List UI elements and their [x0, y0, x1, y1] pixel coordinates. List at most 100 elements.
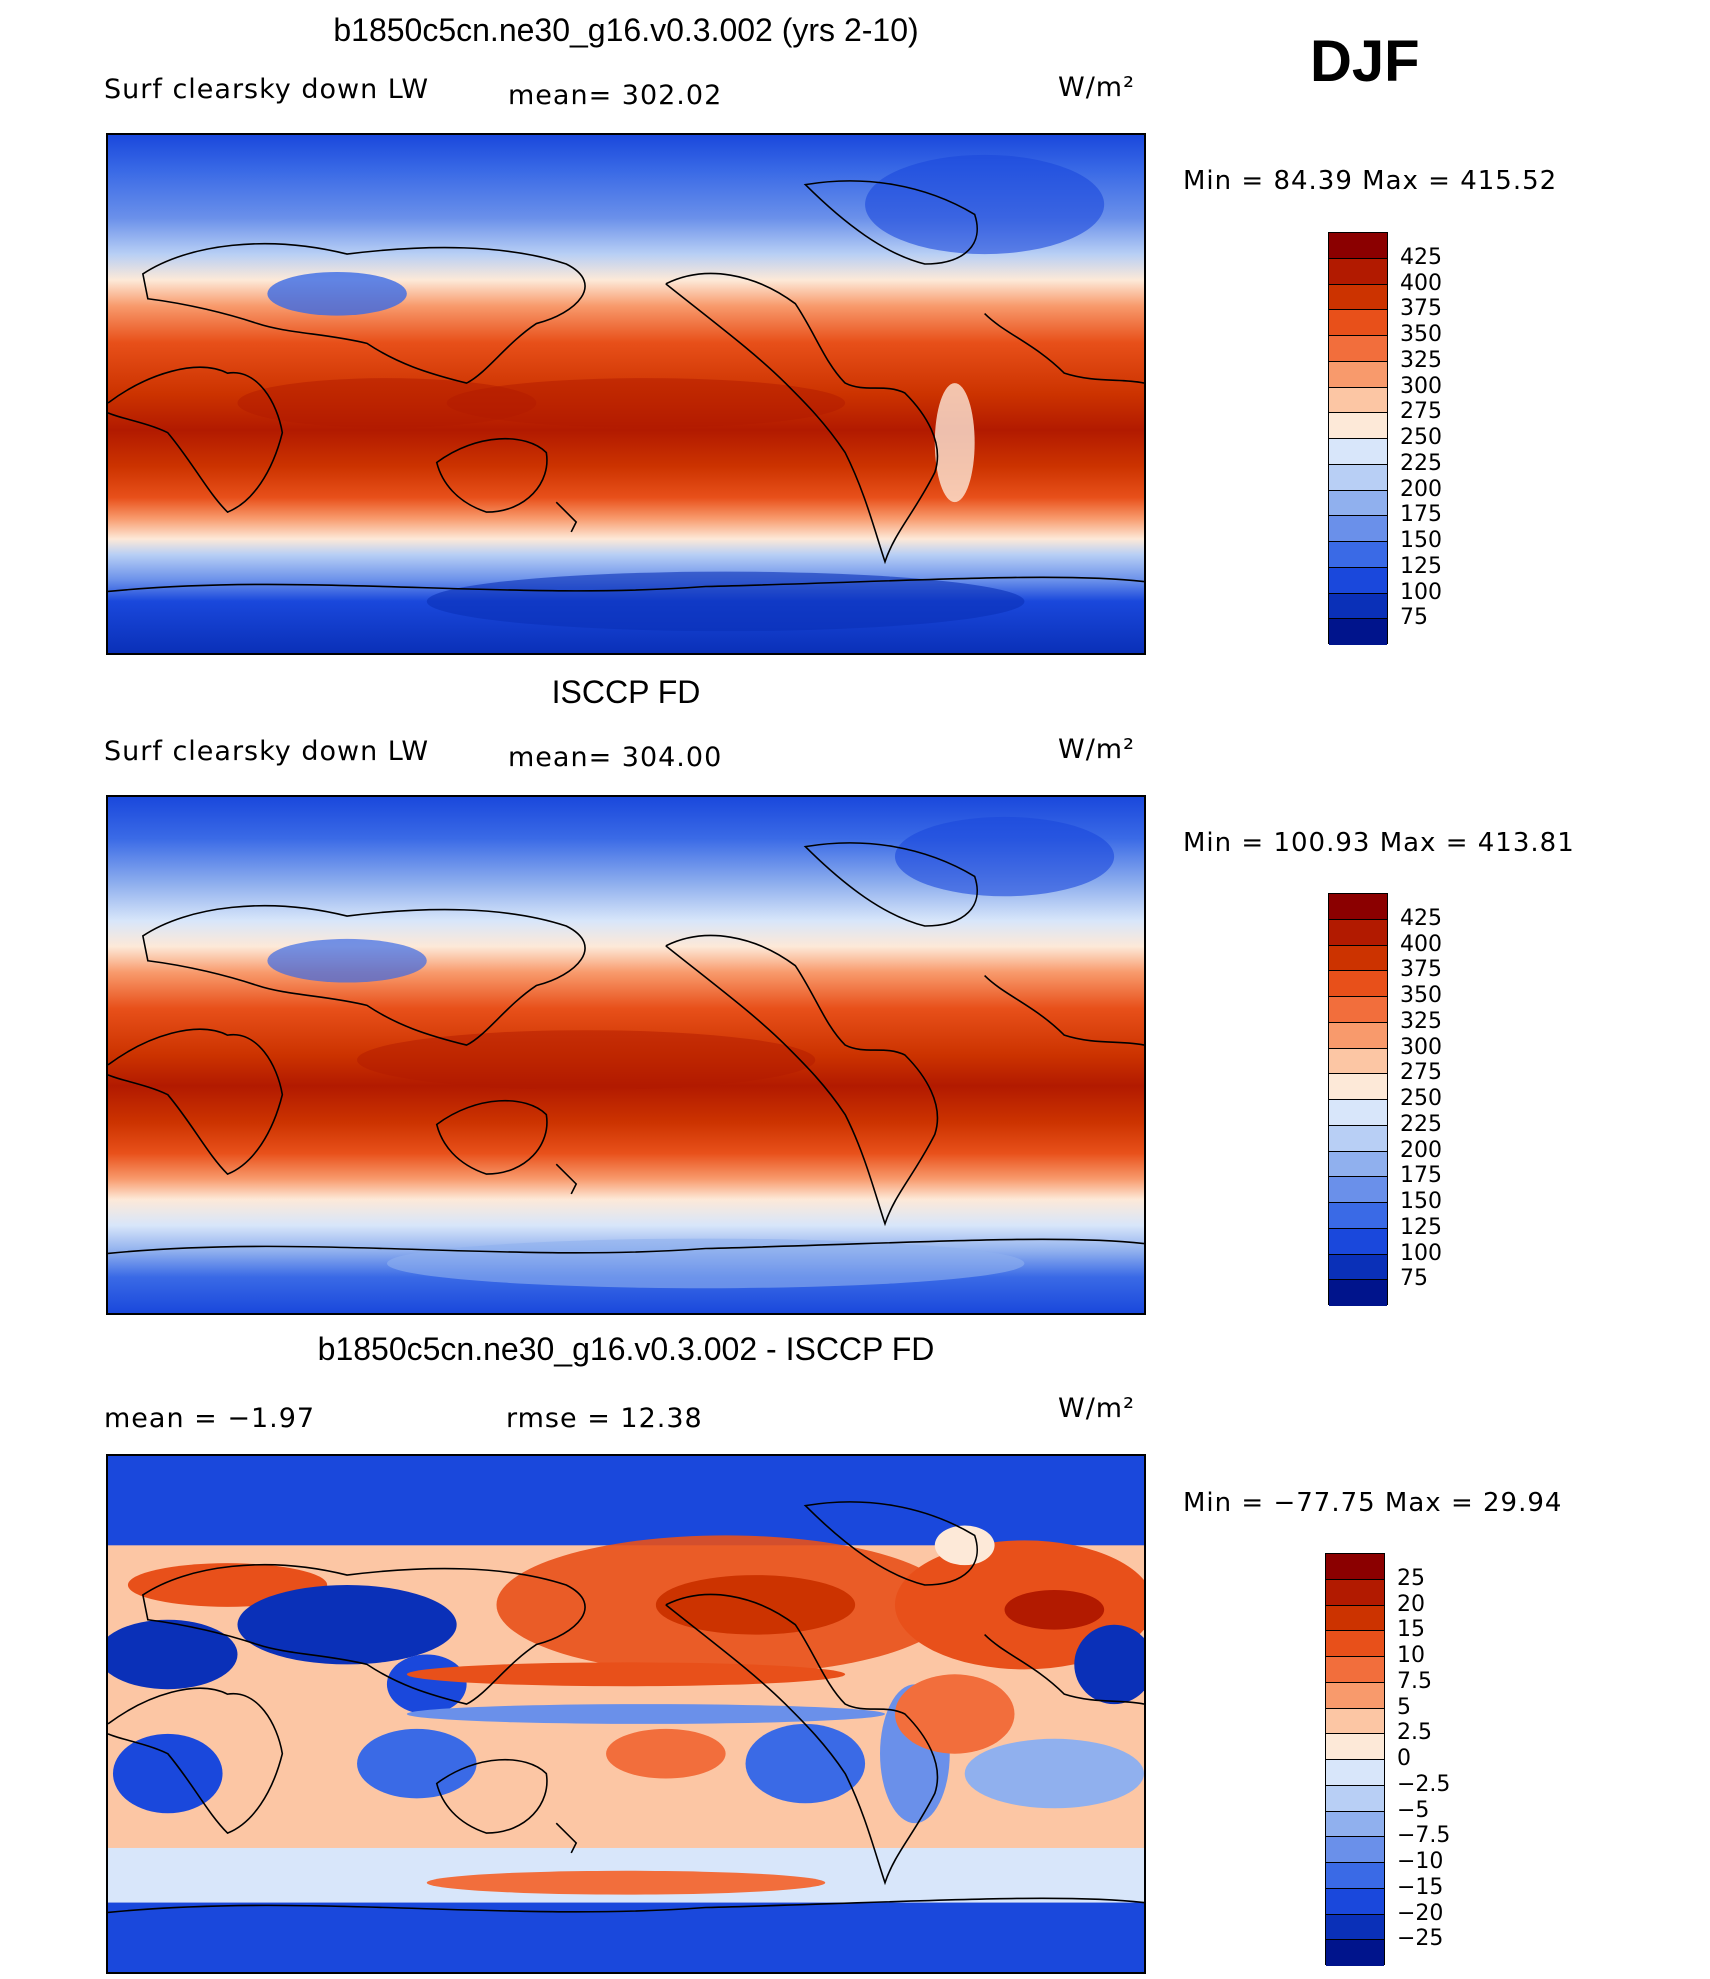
- colorbar-tick-label: 275: [1400, 399, 1442, 425]
- panel-1-min-max: Min = 84.39 Max = 415.52: [1183, 166, 1558, 196]
- colorbar-segment: [1326, 1863, 1384, 1889]
- colorbar-segment: [1326, 1914, 1384, 1941]
- colorbar-segment: [1326, 1785, 1384, 1812]
- colorbar-tick-label: 250: [1400, 1086, 1442, 1111]
- colorbar-tick-label: 250: [1400, 425, 1442, 450]
- colorbar-segment: [1329, 1022, 1387, 1049]
- colorbar-tick-label: 15: [1397, 1617, 1425, 1643]
- colorbar-segment: [1326, 1888, 1384, 1915]
- colorbar-segment: [1329, 516, 1387, 542]
- panel-1-variable-label: Surf clearsky down LW: [104, 74, 430, 105]
- colorbar-segment: [1329, 361, 1387, 388]
- colorbar-tick-label: −5: [1397, 1797, 1430, 1823]
- panel-1-map: [106, 133, 1146, 655]
- panel-3-rmse-label: rmse = 12.38: [506, 1403, 703, 1434]
- colorbar-segment: [1329, 1254, 1387, 1281]
- colorbar-tick-label: 75: [1400, 605, 1428, 631]
- panel-3-map-graphic: [108, 1456, 1144, 1972]
- panel-3-units: W/m²: [1058, 1393, 1135, 1424]
- colorbar-segment: [1326, 1760, 1384, 1786]
- colorbar-tick-label: 175: [1400, 502, 1442, 528]
- panel-2-min-max: Min = 100.93 Max = 413.81: [1183, 828, 1575, 858]
- panel-2-title: ISCCP FD: [551, 674, 701, 710]
- colorbar-tick-label: 325: [1400, 347, 1442, 373]
- colorbar-segment: [1329, 413, 1387, 439]
- colorbar-tick-label: 100: [1400, 1240, 1442, 1266]
- colorbar-segment: [1329, 1228, 1387, 1255]
- colorbar-tick-label: 325: [1400, 1008, 1442, 1034]
- colorbar-tick-label: 10: [1397, 1643, 1425, 1668]
- colorbar-tick-label: 275: [1400, 1060, 1442, 1086]
- colorbar-segment: [1329, 971, 1387, 997]
- colorbar-tick-label: 425: [1400, 244, 1442, 270]
- colorbar-segment: [1329, 542, 1387, 568]
- colorbar-segment: [1329, 1048, 1387, 1075]
- colorbar-tick-label: 200: [1400, 476, 1442, 502]
- colorbar-segment: [1329, 284, 1387, 311]
- colorbar-segment: [1329, 997, 1387, 1023]
- colorbar-segment: [1329, 310, 1387, 336]
- colorbar-tick-label: 25: [1397, 1565, 1425, 1591]
- colorbar-tick-label: 425: [1400, 905, 1442, 931]
- colorbar-tick-label: −2.5: [1397, 1771, 1451, 1797]
- colorbar-segment: [1329, 1074, 1387, 1100]
- colorbar-segment: [1326, 1734, 1384, 1760]
- colorbar-segment: [1326, 1708, 1384, 1735]
- colorbar-tick-label: 400: [1400, 270, 1442, 296]
- colorbar-segment: [1329, 1125, 1387, 1152]
- colorbar-tick-label: 350: [1400, 983, 1442, 1008]
- panel-1-title: b1850c5cn.ne30_g16.v0.3.002 (yrs 2-10): [333, 12, 919, 48]
- colorbar-tick-label: 75: [1400, 1266, 1428, 1292]
- colorbar-tick-label: 350: [1400, 322, 1442, 347]
- panel-1-units: W/m²: [1058, 72, 1135, 103]
- colorbar-segment: [1326, 1940, 1384, 1966]
- colorbar-segment: [1329, 593, 1387, 620]
- colorbar-tick-label: 400: [1400, 931, 1442, 957]
- panel-1-map-graphic: [108, 135, 1144, 653]
- colorbar-segment: [1329, 439, 1387, 465]
- panel-3-title: b1850c5cn.ne30_g16.v0.3.002 - ISCCP FD: [317, 1331, 935, 1367]
- panel-1-mean-label: mean= 302.02: [508, 80, 723, 111]
- panel-3-mean-label: mean = −1.97: [104, 1403, 316, 1434]
- colorbar-segment: [1326, 1657, 1384, 1683]
- panel-1-colorbar: [1328, 232, 1388, 645]
- colorbar-tick-label: 175: [1400, 1163, 1442, 1189]
- colorbar-segment: [1329, 490, 1387, 517]
- colorbar-segment: [1326, 1837, 1384, 1863]
- colorbar-segment: [1329, 619, 1387, 645]
- colorbar-tick-label: 150: [1400, 1189, 1442, 1214]
- colorbar-segment: [1329, 567, 1387, 594]
- panel-2-units: W/m²: [1058, 734, 1135, 765]
- colorbar-tick-label: −20: [1397, 1900, 1444, 1926]
- colorbar-segment: [1326, 1631, 1384, 1657]
- colorbar-segment: [1329, 233, 1387, 259]
- colorbar-segment: [1329, 1100, 1387, 1126]
- colorbar-tick-label: 200: [1400, 1137, 1442, 1163]
- panel-3-colorbar: [1325, 1553, 1385, 1966]
- colorbar-segment: [1329, 336, 1387, 362]
- colorbar-tick-label: 100: [1400, 579, 1442, 605]
- colorbar-segment: [1329, 387, 1387, 414]
- colorbar-tick-label: −25: [1397, 1926, 1444, 1952]
- colorbar-tick-label: 375: [1400, 296, 1442, 322]
- colorbar-segment: [1329, 919, 1387, 946]
- colorbar-tick-label: −7.5: [1397, 1823, 1451, 1849]
- colorbar-tick-label: 375: [1400, 957, 1442, 983]
- colorbar-segment: [1329, 1280, 1387, 1306]
- season-label: DJF: [1310, 29, 1420, 94]
- colorbar-tick-label: 225: [1400, 1111, 1442, 1137]
- colorbar-segment: [1329, 1151, 1387, 1178]
- colorbar-tick-label: −10: [1397, 1849, 1444, 1874]
- colorbar-segment: [1329, 258, 1387, 285]
- panel-3-map: [106, 1454, 1146, 1974]
- colorbar-tick-label: 225: [1400, 450, 1442, 476]
- colorbar-tick-label: 150: [1400, 528, 1442, 553]
- colorbar-segment: [1326, 1682, 1384, 1709]
- colorbar-tick-label: 125: [1400, 1214, 1442, 1240]
- panel-2-colorbar: [1328, 893, 1388, 1306]
- panel-2-map-graphic: [108, 797, 1144, 1313]
- colorbar-tick-label: 300: [1400, 373, 1442, 399]
- panel-2-variable-label: Surf clearsky down LW: [104, 736, 430, 767]
- colorbar-tick-label: 7.5: [1397, 1668, 1432, 1694]
- panel-3-min-max: Min = −77.75 Max = 29.94: [1183, 1488, 1563, 1518]
